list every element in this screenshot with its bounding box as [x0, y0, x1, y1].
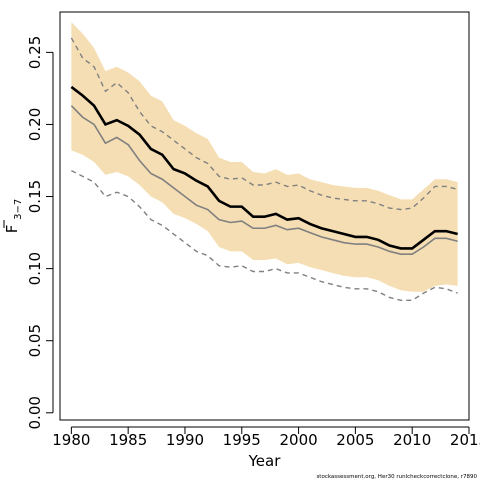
plot-frame	[59, 11, 470, 421]
gray-solid-line	[70, 105, 458, 255]
plot-layer	[70, 22, 458, 302]
gray-dashed-upper-line	[70, 37, 458, 211]
estimate-line	[70, 85, 458, 250]
x-tick-label: 1995	[223, 431, 261, 449]
x-tick-label: 2000	[279, 431, 317, 449]
x-tick-label: 2005	[336, 431, 374, 449]
y-tick-label: 0.20	[26, 108, 44, 141]
y-axis-title-main: F	[3, 225, 21, 234]
y-axis: 0.00 0.05 0.10 0.15 0.20 0.25	[26, 36, 54, 429]
x-tick-label: 1980	[52, 431, 90, 449]
y-axis-title: F 3−7	[3, 199, 24, 234]
footnote: stockassessment.org, Her30 runlcheckcorr…	[316, 474, 477, 480]
x-axis-title: Year	[248, 452, 282, 470]
x-axis: 1980 1985 1990 1995 2000 2005 2010 2015	[52, 426, 480, 449]
x-tick-label: 2015	[450, 431, 480, 449]
x-tick-label: 1985	[109, 431, 147, 449]
x-tick-label: 2010	[393, 431, 431, 449]
y-axis-title-sub: 3−7	[13, 199, 24, 220]
y-tick-label: 0.05	[26, 324, 44, 357]
x-tick-label: 1990	[166, 431, 204, 449]
confidence-band	[71, 22, 458, 292]
y-tick-label: 0.10	[26, 252, 44, 285]
y-tick-label: 0.25	[26, 36, 44, 69]
svg-text:F 3−7: F 3−7	[3, 199, 24, 234]
y-tick-label: 0.15	[26, 180, 44, 213]
gray-dashed-lower-line	[71, 169, 458, 302]
y-tick-label: 0.00	[26, 396, 44, 429]
